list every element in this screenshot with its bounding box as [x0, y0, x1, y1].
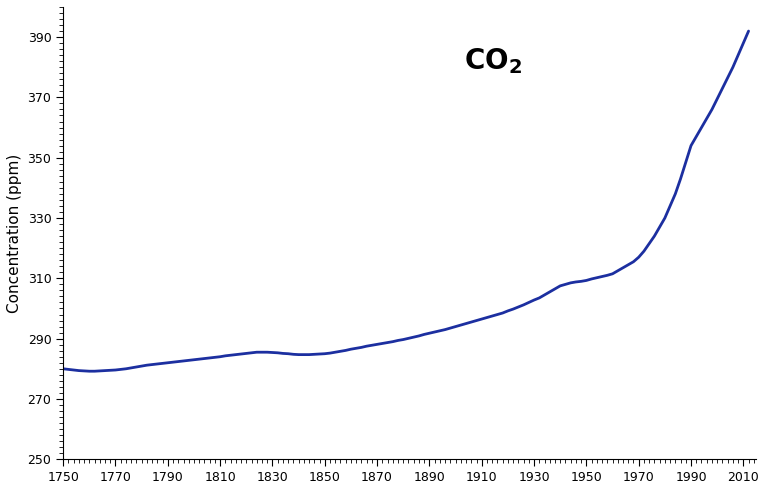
Y-axis label: Concentration (ppm): Concentration (ppm) — [7, 154, 22, 313]
Text: $\mathbf{CO_2}$: $\mathbf{CO_2}$ — [464, 46, 522, 76]
